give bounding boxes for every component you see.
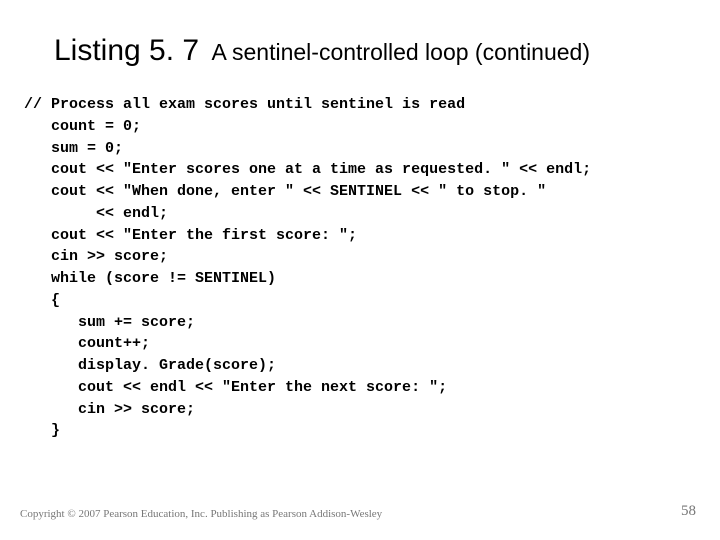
code-line: display. Grade(score);	[24, 357, 276, 374]
code-line: sum += score;	[24, 314, 195, 331]
code-line: // Process all exam scores until sentine…	[24, 96, 465, 113]
code-line: << endl;	[24, 205, 168, 222]
code-line: {	[24, 292, 60, 309]
code-line: cout << "When done, enter " << SENTINEL …	[24, 183, 546, 200]
code-line: count++;	[24, 335, 150, 352]
code-line: cout << endl << "Enter the next score: "…	[24, 379, 447, 396]
copyright-text: Copyright © 2007 Pearson Education, Inc.…	[20, 508, 382, 520]
page-number: 58	[681, 503, 696, 520]
code-line: }	[24, 422, 60, 439]
slide: Listing 5. 7 A sentinel-controlled loop …	[0, 0, 720, 540]
listing-subtitle: A sentinel-controlled loop (continued)	[212, 39, 590, 65]
code-line: cin >> score;	[24, 248, 168, 265]
code-line: cin >> score;	[24, 401, 195, 418]
slide-title-row: Listing 5. 7 A sentinel-controlled loop …	[54, 34, 700, 68]
listing-number: Listing 5. 7	[54, 34, 199, 67]
code-line: cout << "Enter scores one at a time as r…	[24, 161, 591, 178]
code-listing: // Process all exam scores until sentine…	[24, 94, 700, 442]
code-line: cout << "Enter the first score: ";	[24, 227, 357, 244]
code-line: while (score != SENTINEL)	[24, 270, 276, 287]
code-line: sum = 0;	[24, 140, 123, 157]
code-line: count = 0;	[24, 118, 141, 135]
